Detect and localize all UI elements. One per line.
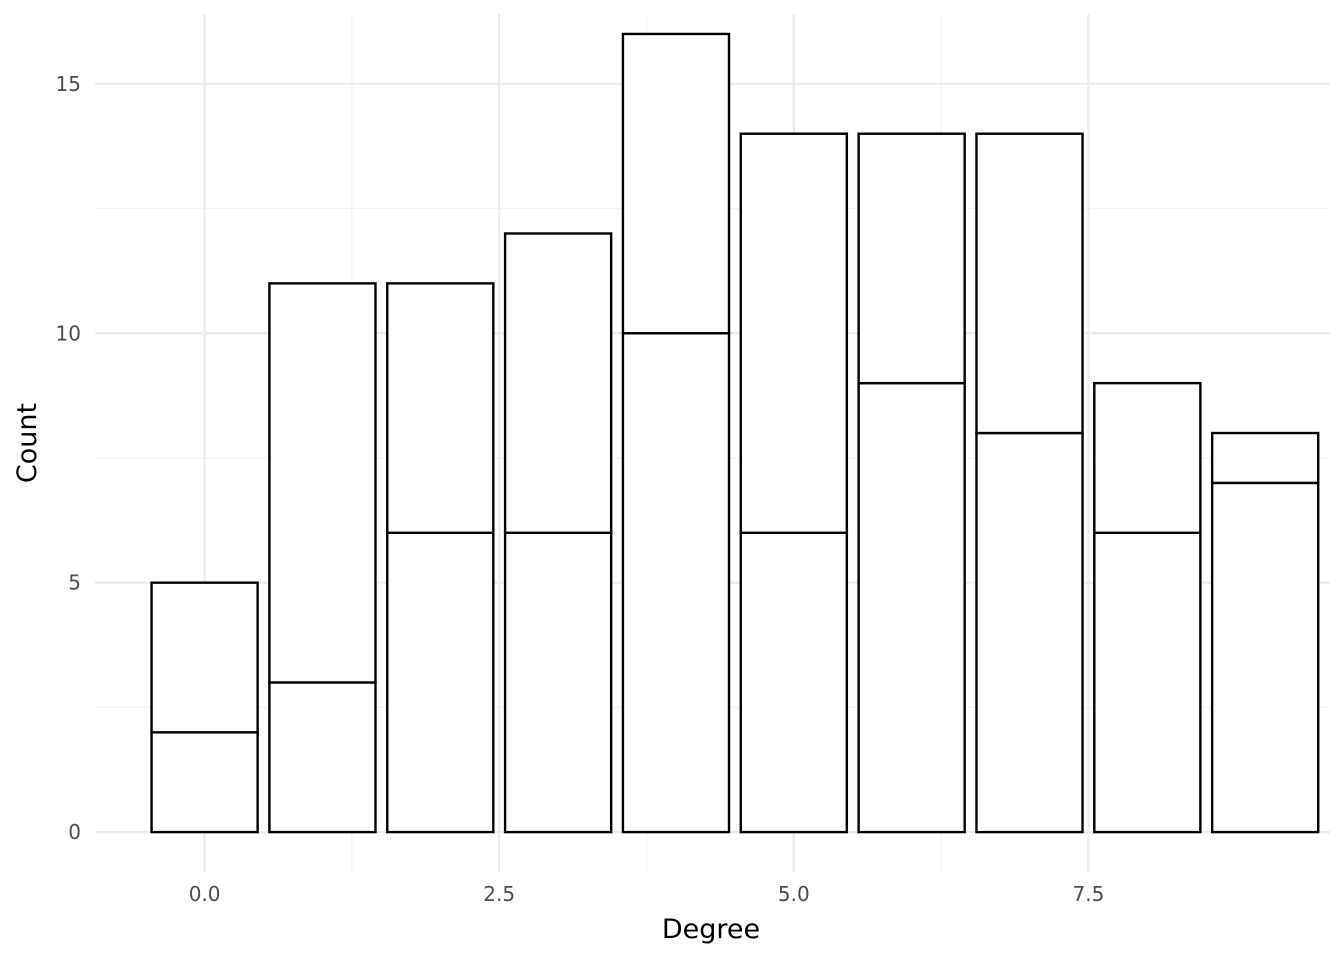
x-axis-title: Degree bbox=[662, 914, 760, 945]
y-tick-label: 0 bbox=[68, 820, 81, 844]
x-tick-label: 7.5 bbox=[1073, 882, 1105, 906]
bar-7-segment-1 bbox=[975, 132, 1084, 435]
bar-2-segment-1 bbox=[386, 282, 495, 534]
bar-4-segment-1 bbox=[621, 32, 731, 335]
bar-6-segment-1 bbox=[857, 132, 966, 385]
bar-2-segment-0 bbox=[386, 531, 495, 834]
bars bbox=[150, 32, 1320, 834]
bar-1-segment-0 bbox=[268, 681, 377, 834]
bar-3-segment-1 bbox=[503, 232, 613, 534]
y-axis-title: Count bbox=[12, 403, 43, 483]
y-tick-label: 5 bbox=[68, 571, 81, 595]
bar-3-segment-0 bbox=[503, 531, 613, 834]
bar-0-segment-1 bbox=[150, 581, 259, 734]
bar-1-segment-1 bbox=[268, 282, 377, 684]
y-tick-label: 15 bbox=[56, 72, 81, 96]
bar-4-segment-0 bbox=[621, 332, 731, 834]
bar-6-segment-0 bbox=[857, 381, 966, 834]
x-tick-label: 0.0 bbox=[189, 882, 221, 906]
y-axis-ticks: 0 5 10 15 bbox=[56, 72, 81, 844]
bar-8-segment-0 bbox=[1093, 531, 1202, 834]
bar-8-segment-1 bbox=[1093, 381, 1202, 534]
bar-5-segment-0 bbox=[739, 531, 849, 834]
x-tick-label: 5.0 bbox=[778, 882, 810, 906]
bar-9-segment-0 bbox=[1210, 481, 1320, 834]
bar-9-segment-1 bbox=[1210, 431, 1320, 485]
bar-0-segment-0 bbox=[150, 731, 259, 834]
bar-7-segment-0 bbox=[975, 431, 1084, 834]
bar-5-segment-1 bbox=[739, 132, 849, 534]
x-axis-ticks: 0.0 2.5 5.0 7.5 bbox=[189, 882, 1105, 906]
y-tick-label: 10 bbox=[56, 321, 81, 345]
x-tick-label: 2.5 bbox=[483, 882, 515, 906]
